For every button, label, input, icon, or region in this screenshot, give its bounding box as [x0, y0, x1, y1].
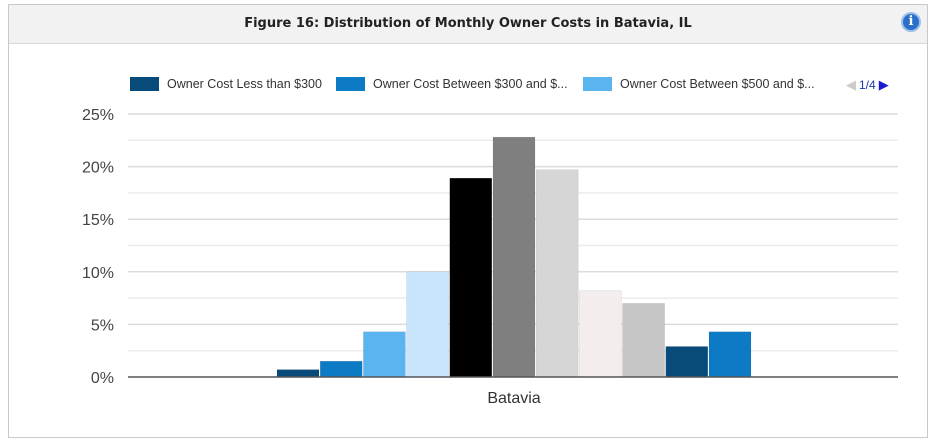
- bar[interactable]: [449, 177, 493, 378]
- y-tick-label: 0%: [91, 370, 114, 387]
- y-tick-label: 25%: [82, 107, 114, 124]
- bar[interactable]: [363, 331, 406, 378]
- y-tick-label: 20%: [82, 160, 114, 177]
- bar[interactable]: [579, 290, 622, 378]
- legend-swatch: [583, 77, 612, 91]
- bar[interactable]: [535, 169, 579, 378]
- chart-header: Figure 16: Distribution of Monthly Owner…: [9, 5, 927, 44]
- bar[interactable]: [319, 360, 363, 378]
- legend-page: 1/4: [859, 78, 876, 92]
- chart-panel: Figure 16: Distribution of Monthly Owner…: [8, 4, 928, 438]
- bar[interactable]: [622, 303, 665, 378]
- next-page-icon[interactable]: ▶: [878, 77, 889, 92]
- y-tick-label: 15%: [82, 212, 114, 229]
- bar[interactable]: [708, 331, 752, 378]
- y-tick-label: 5%: [91, 317, 114, 334]
- legend-label: Owner Cost Between $300 and $...: [373, 77, 568, 91]
- bar[interactable]: [406, 271, 449, 378]
- bar[interactable]: [665, 346, 709, 378]
- chart-title: Figure 16: Distribution of Monthly Owner…: [244, 16, 692, 31]
- legend-pager: ◀ 1/4 ▶: [846, 77, 889, 93]
- legend-item-2[interactable]: Owner Cost Between $500 and $...: [583, 77, 815, 91]
- legend-swatch: [336, 77, 365, 91]
- legend-item-1[interactable]: Owner Cost Between $300 and $...: [336, 77, 568, 91]
- x-category-label: Batavia: [487, 390, 540, 407]
- bar[interactable]: [276, 369, 320, 378]
- prev-page-icon[interactable]: ◀: [846, 77, 856, 92]
- legend-label: Owner Cost Less than $300: [167, 77, 322, 91]
- legend-item-0[interactable]: Owner Cost Less than $300: [130, 77, 322, 91]
- info-icon[interactable]: i: [901, 12, 921, 32]
- legend-label: Owner Cost Between $500 and $...: [620, 77, 815, 91]
- bar[interactable]: [492, 136, 536, 378]
- y-tick-label: 10%: [82, 265, 114, 282]
- legend-swatch: [130, 77, 159, 91]
